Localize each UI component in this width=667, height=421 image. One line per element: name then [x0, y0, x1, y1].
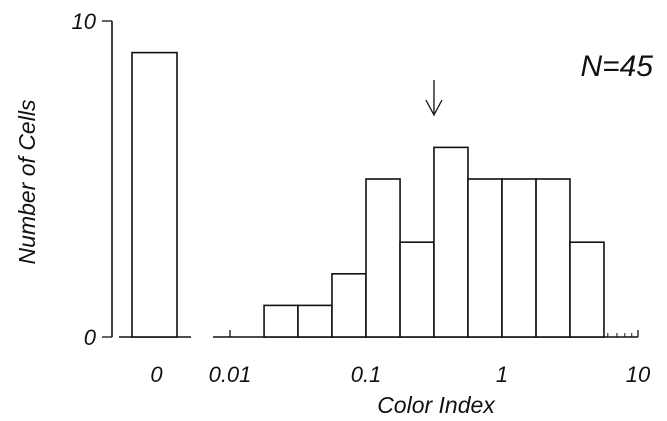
y-axis-label: Number of Cells	[14, 99, 40, 264]
bar-9	[535, 178, 571, 338]
y-tick-label: 0	[84, 325, 97, 350]
x-tick-label: 0.1	[351, 362, 382, 387]
bars-group	[131, 51, 605, 338]
x-tick-label: 0.01	[209, 362, 252, 387]
tick-labels-group: 0 10 0 0.01 0.1 1 10	[72, 9, 651, 387]
bar-zero	[131, 51, 178, 338]
bar-4	[365, 178, 401, 338]
arrow-head	[425, 99, 443, 117]
bar-3	[331, 272, 367, 338]
x-axis-label: Color Index	[377, 392, 496, 418]
x-tick-label: 1	[496, 362, 508, 387]
bar-8	[501, 178, 537, 338]
sample-size-annotation: N=45	[580, 50, 653, 83]
bar-7	[467, 178, 503, 338]
bar-5	[399, 241, 435, 338]
bar-10	[569, 241, 605, 338]
bar-2	[297, 304, 333, 338]
arrow-marker	[425, 80, 443, 117]
x-tick-label: 10	[626, 362, 651, 387]
bar-6	[433, 146, 469, 338]
y-tick-label: 10	[72, 9, 97, 34]
x-tick-label-zero: 0	[150, 362, 163, 387]
bar-1	[263, 304, 299, 338]
